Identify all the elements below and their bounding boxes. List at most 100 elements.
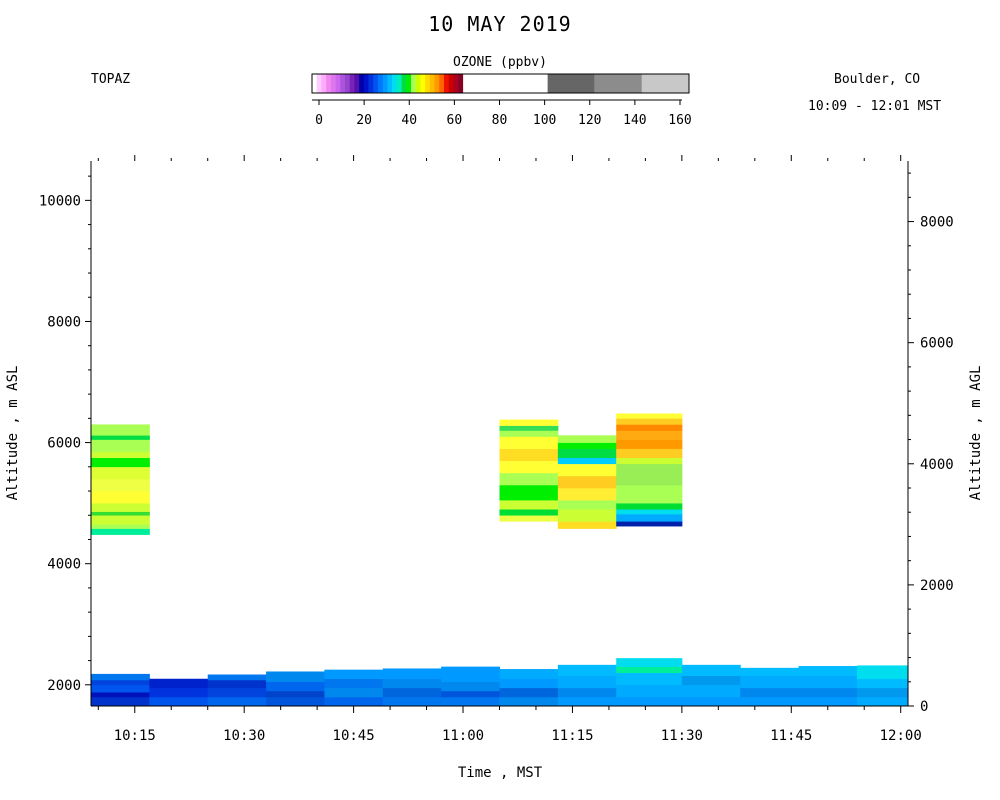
x-tick-label: 11:45 — [770, 728, 812, 744]
profile-column — [266, 671, 325, 707]
colorbar-band — [335, 74, 341, 93]
x-tick-label: 10:45 — [333, 728, 375, 744]
ozone-cell — [557, 475, 617, 489]
x-tick-label: 10:15 — [114, 728, 156, 744]
colorbar-band — [321, 74, 327, 93]
colorbar-tick-label: 80 — [492, 113, 508, 128]
time-range-label: 10:09 - 12:01 MST — [808, 99, 942, 114]
y-right-tick-label: 6000 — [920, 336, 954, 352]
x-tick-label: 11:15 — [551, 728, 593, 744]
colorbar-band — [429, 74, 435, 93]
y-left-tick-label: 6000 — [47, 436, 81, 452]
ozone-cell — [499, 425, 559, 431]
ozone-cell — [441, 681, 500, 692]
colorbar-tick-label: 100 — [533, 113, 556, 128]
ozone-cell — [616, 439, 683, 449]
ozone-cell — [557, 500, 617, 510]
colorbar-band — [359, 74, 365, 93]
colorbar-band — [434, 74, 440, 93]
ozone-cell — [91, 511, 150, 516]
ozone-cell — [266, 671, 325, 683]
ozone-cell — [266, 681, 325, 692]
ozone-cell — [681, 675, 741, 686]
ozone-cell — [441, 666, 500, 683]
ozone-cell — [616, 484, 683, 504]
colorbar-band — [312, 74, 318, 93]
ozone-cell — [740, 687, 800, 698]
ozone-cell — [91, 466, 150, 480]
ozone-cell — [557, 488, 617, 501]
colorbar-band — [396, 74, 402, 93]
profile-column — [616, 413, 683, 707]
ozone-cell — [616, 666, 683, 673]
chart-title: 10 MAY 2019 — [428, 12, 572, 36]
ozone-cell — [616, 658, 683, 667]
ozone-cell — [499, 460, 559, 474]
ozone-cell — [91, 503, 150, 512]
colorbar-band — [425, 74, 431, 93]
profile-column — [740, 667, 800, 707]
ozone-cell — [266, 696, 325, 707]
instrument-label: TOPAZ — [91, 72, 131, 87]
colorbar-band — [458, 74, 464, 93]
ozone-cell — [798, 675, 858, 689]
ozone-cell — [681, 684, 741, 698]
colorbar-band — [415, 74, 421, 93]
ozone-cell — [499, 515, 559, 522]
ozone-cell — [681, 696, 741, 707]
ozone-cell — [499, 472, 559, 486]
ozone-cell — [91, 673, 150, 681]
colorbar-band — [340, 74, 346, 93]
colorbar: 0 20 40 60 80 100 120 140 160 — [311, 73, 692, 128]
ozone-cell — [856, 696, 909, 707]
profile-column — [91, 424, 150, 707]
colorbar-tick-label: 0 — [315, 113, 323, 128]
ozone-cell — [382, 687, 442, 698]
ozone-cell — [499, 687, 559, 698]
ozone-cell — [798, 696, 858, 707]
ozone-cell — [441, 696, 500, 707]
ozone-cell — [91, 457, 150, 468]
axes: 2000 4000 6000 8000 10000 0 2000 4000 6000 8000 10… — [39, 155, 954, 744]
colorbar-band — [377, 74, 383, 93]
ozone-cell — [557, 675, 617, 689]
ozone-cell — [91, 478, 150, 492]
ozone-cell — [91, 679, 150, 686]
profile-column — [856, 665, 909, 707]
colorbar-tick-label: 20 — [356, 113, 372, 128]
y-left-tick-label: 10000 — [39, 193, 81, 209]
ozone-cell — [616, 521, 683, 527]
ozone-cell — [324, 687, 384, 698]
colorbar-band — [349, 74, 355, 93]
ozone-cell — [499, 500, 559, 510]
ozone-cell — [91, 696, 150, 707]
ozone-cell — [382, 668, 442, 680]
ozone-cell — [324, 696, 384, 707]
ozone-cell — [266, 690, 325, 698]
ozone-cell — [616, 503, 683, 510]
ozone-cell — [441, 690, 500, 698]
ozone-cell — [149, 678, 209, 689]
ozone-cell — [91, 491, 150, 504]
colorbar-band — [406, 74, 412, 93]
ozone-cell — [499, 509, 559, 516]
colorbar-band — [420, 74, 426, 93]
ozone-cell — [149, 687, 209, 698]
ozone-cell — [681, 664, 741, 677]
y-left-tick-label: 4000 — [47, 557, 81, 573]
profile-column — [681, 664, 741, 707]
ozone-cell — [616, 424, 683, 431]
ozone-cell — [856, 687, 909, 698]
colorbar-band — [641, 74, 689, 93]
colorbar-band — [344, 74, 350, 93]
x-tick-label: 10:30 — [223, 728, 265, 744]
ozone-cell — [616, 514, 683, 522]
ozone-cell — [324, 669, 384, 680]
colorbar-band — [448, 74, 454, 93]
ozone-cell — [798, 666, 858, 677]
ozone-cell — [557, 687, 617, 698]
profile-column — [499, 419, 559, 707]
profile-column — [149, 678, 209, 707]
y-axis-left-title: Altitude , m ASL — [5, 366, 21, 501]
